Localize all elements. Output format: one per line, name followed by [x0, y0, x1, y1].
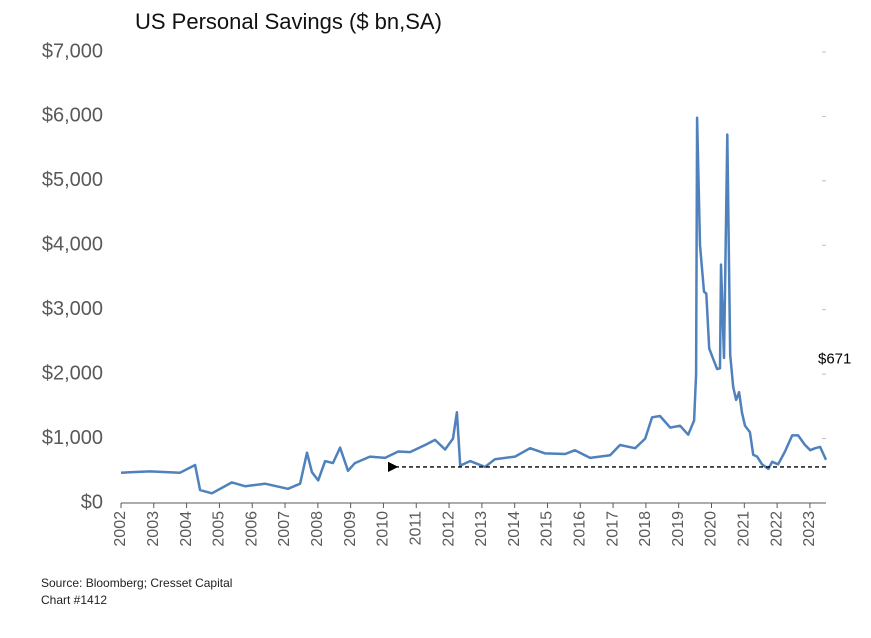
- x-tick-label: 2018: [637, 511, 654, 547]
- x-tick-label: 2009: [342, 511, 359, 547]
- y-tick-label: $4,000: [42, 234, 103, 256]
- y-tick-label: $6,000: [42, 105, 103, 127]
- x-tick-label: 2022: [768, 511, 785, 547]
- x-tick-label: 2015: [539, 511, 556, 547]
- chart-number: Chart #1412: [41, 593, 107, 607]
- x-tick-label: 2014: [506, 511, 523, 547]
- annotation: $671: [818, 351, 851, 368]
- x-tick-label: 2002: [112, 511, 129, 547]
- y-tick-label: $3,000: [42, 298, 103, 320]
- x-tick-label: 2023: [801, 511, 818, 547]
- x-tick-label: 2011: [407, 511, 424, 546]
- y-tick-label: $2,000: [42, 362, 103, 384]
- y-tick-label: $5,000: [42, 169, 103, 191]
- x-tick-label: 2008: [309, 511, 326, 547]
- x-tick-label: 2013: [473, 511, 490, 547]
- x-tick-label: 2003: [145, 511, 162, 547]
- x-tick-label: 2020: [703, 511, 720, 547]
- y-tick-label: $1,000: [42, 427, 103, 449]
- x-tick-label: 2010: [375, 511, 392, 547]
- y-tick-label: $0: [81, 491, 103, 513]
- x-tick-label: 2016: [572, 511, 589, 547]
- x-tick-label: 2017: [604, 511, 621, 547]
- chart-title: US Personal Savings ($ bn,SA): [135, 9, 442, 34]
- x-tick-label: 2005: [211, 511, 228, 547]
- x-tick-label: 2004: [178, 511, 195, 547]
- x-tick-label: 2007: [276, 511, 293, 547]
- x-tick-label: 2019: [670, 511, 687, 547]
- x-tick-label: 2021: [736, 511, 753, 547]
- y-tick-label: $7,000: [42, 40, 103, 62]
- x-tick-label: 2006: [243, 511, 260, 547]
- x-tick-label: 2012: [440, 511, 457, 547]
- source: Source: Bloomberg; Cresset Capital: [41, 576, 232, 590]
- series-line: [120, 116, 828, 495]
